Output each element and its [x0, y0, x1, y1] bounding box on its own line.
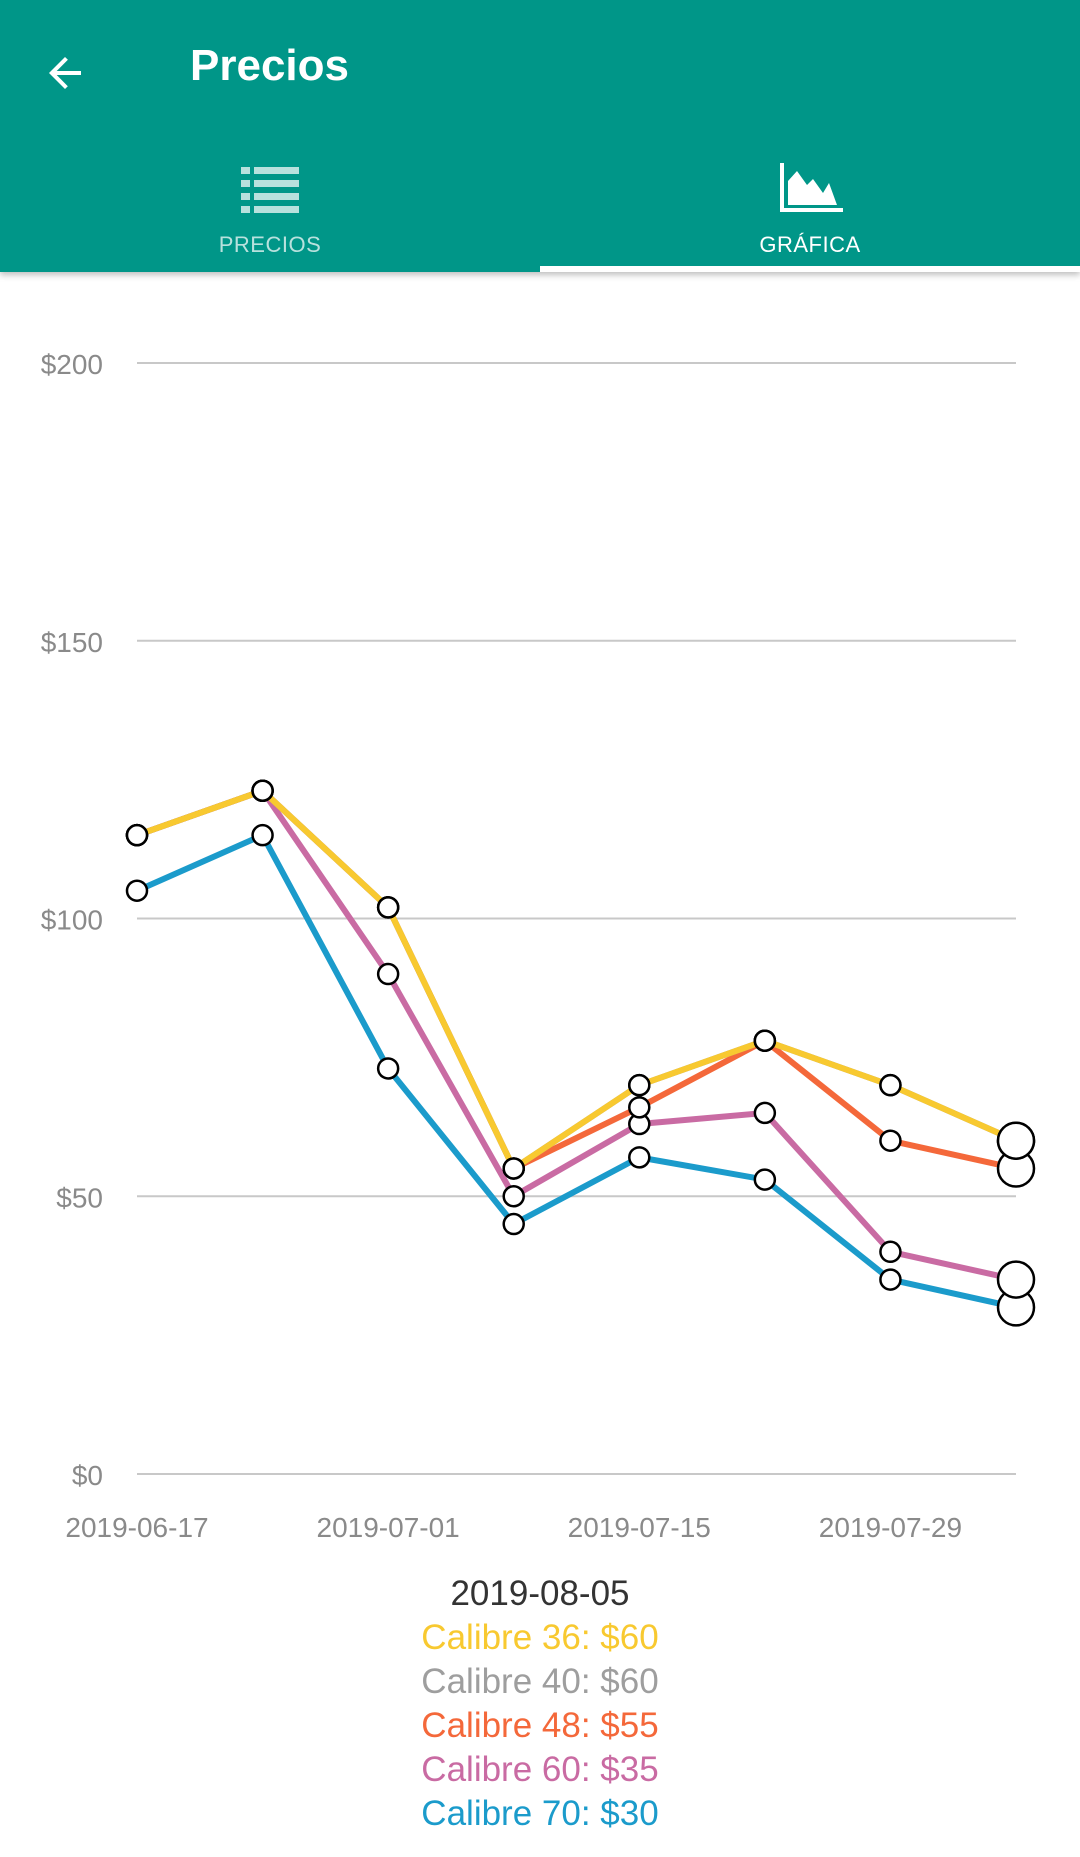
- tab-bar: PRECIOS GRÁFICA: [0, 150, 1080, 272]
- data-point: [753, 1168, 777, 1191]
- page-title: Precios: [190, 41, 349, 90]
- tab-grafica-label: GRÁFICA: [759, 232, 861, 257]
- data-point: [376, 962, 400, 986]
- y-tick-label: $0: [72, 1460, 103, 1491]
- data-point: [628, 1146, 651, 1169]
- line-chart: $0 $50 $100 $150 $200 2019-06-17 2019-07-01 201…: [41, 349, 1036, 1543]
- y-tick-label: $200: [41, 349, 103, 380]
- data-point: [502, 1212, 525, 1236]
- data-point: [996, 1121, 1036, 1160]
- legend-entry-calibre-48: Calibre 48: $55: [421, 1706, 659, 1745]
- legend-entry-calibre-40: Calibre 40: $60: [421, 1662, 659, 1701]
- data-point: [628, 1096, 651, 1119]
- series-line-calibre-36: [134, 787, 1019, 1172]
- app-bar: Precios PRECIOS: [0, 0, 1080, 272]
- data-point: [251, 823, 274, 847]
- data-point: [879, 1268, 902, 1291]
- tab-precios[interactable]: PRECIOS: [0, 150, 540, 272]
- data-point: [753, 1029, 777, 1052]
- series-line-calibre-60: [134, 787, 1019, 1283]
- data-point: [125, 823, 149, 847]
- data-point: [125, 879, 149, 902]
- x-tick-label: 2019-07-15: [568, 1512, 711, 1543]
- legend-date: 2019-08-05: [450, 1574, 630, 1613]
- data-point: [251, 779, 274, 802]
- data-point: [879, 1073, 902, 1097]
- tab-indicator: [540, 266, 1080, 272]
- area-chart-icon: [777, 162, 843, 216]
- data-point: [502, 1185, 525, 1208]
- data-point: [996, 1260, 1036, 1299]
- data-point: [628, 1073, 651, 1097]
- data-point: [376, 1057, 400, 1080]
- data-point: [753, 1101, 777, 1125]
- data-point: [879, 1240, 902, 1264]
- x-tick-label: 2019-07-01: [317, 1512, 460, 1543]
- y-tick-label: $150: [41, 627, 103, 658]
- price-chart: $0 $50 $100 $150 $200 2019-06-17 2019-07-01 201…: [0, 272, 1080, 1572]
- y-tick-label: $50: [56, 1182, 103, 1213]
- chart-legend: 2019-08-05 Calibre 36: $60 Calibre 40: $…: [0, 1572, 1080, 1836]
- list-icon: [241, 162, 299, 216]
- tab-grafica[interactable]: GRÁFICA: [540, 150, 1080, 272]
- data-point: [502, 1157, 525, 1180]
- back-button[interactable]: [30, 38, 100, 108]
- data-point: [879, 1129, 902, 1152]
- x-tick-label: 2019-07-29: [819, 1512, 962, 1543]
- series-line-calibre-70: [134, 832, 1019, 1311]
- legend-entry-calibre-60: Calibre 60: $35: [421, 1750, 659, 1789]
- tab-precios-label: PRECIOS: [218, 232, 322, 257]
- x-tick-label: 2019-06-17: [65, 1512, 208, 1543]
- y-tick-label: $100: [41, 905, 103, 936]
- legend-entry-calibre-70: Calibre 70: $30: [421, 1794, 659, 1833]
- legend-entry-calibre-36: Calibre 36: $60: [421, 1618, 659, 1657]
- arrow-left-icon: [49, 57, 81, 89]
- data-point: [376, 896, 400, 919]
